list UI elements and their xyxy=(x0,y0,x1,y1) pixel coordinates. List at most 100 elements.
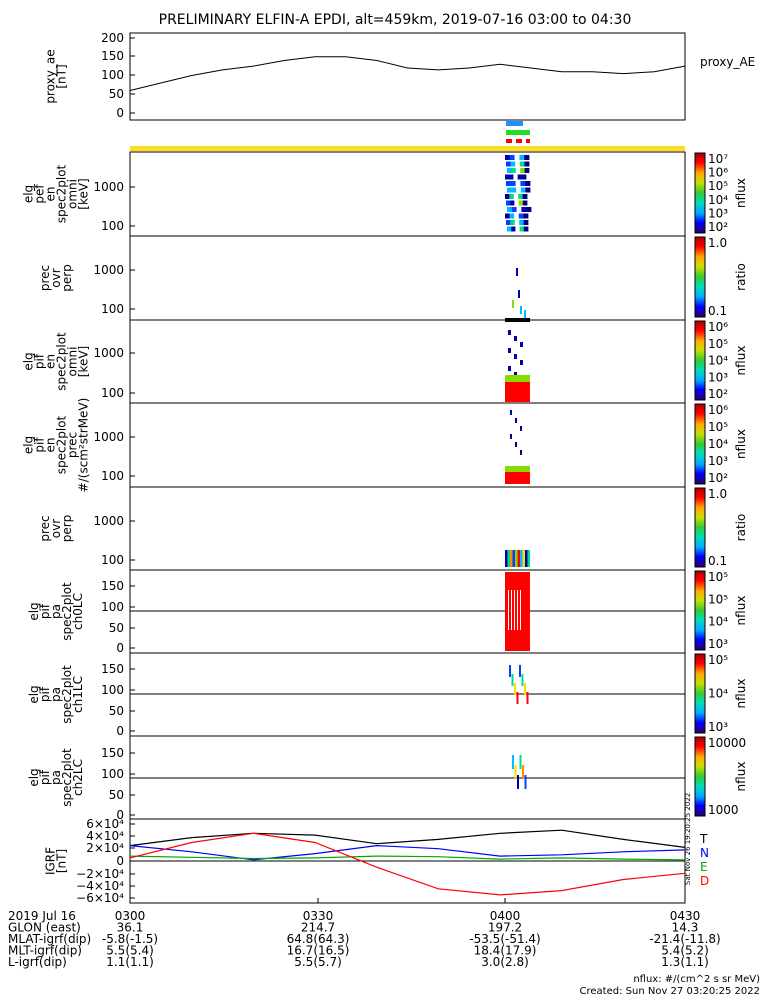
pif-speck xyxy=(514,372,517,377)
ephem-value: 197.2 xyxy=(488,921,522,935)
coverage-bar xyxy=(130,146,685,151)
pef-spectrum-cell xyxy=(509,174,514,180)
ch0lc-gap xyxy=(520,590,521,630)
colorbar-tick: 10⁶ xyxy=(708,403,728,417)
ylabel-panel-3: omni xyxy=(66,347,80,377)
ytick-label: 0 xyxy=(116,854,124,868)
panel-frame-2 xyxy=(129,235,686,321)
ytick-label: 2×10⁴ xyxy=(86,841,124,855)
pef-spectrum-cell xyxy=(518,200,524,206)
legend-T: T xyxy=(699,832,708,846)
prec-speck xyxy=(520,426,522,431)
ylabel-panel-4: #/(scm²strMeV) xyxy=(77,398,91,493)
ylabel-panel-1: pef xyxy=(33,184,47,204)
flag-red-2 xyxy=(516,139,522,143)
pef-spectrum-cell xyxy=(510,161,516,167)
colorbar-tick: 1000 xyxy=(708,803,739,817)
colorbar-label: nflux xyxy=(734,596,748,626)
pef-spectrum-cell xyxy=(519,226,525,232)
ytick-label: −6×10⁴ xyxy=(76,891,124,905)
pef-spectrum-cell xyxy=(513,194,519,199)
pef-spectrum-cell xyxy=(516,207,522,212)
ylabel-panel-9: [nT] xyxy=(55,849,69,873)
colorbar-tick: 1.0 xyxy=(708,487,727,501)
pif-speck xyxy=(508,366,511,371)
ch1lc-bar xyxy=(514,683,516,695)
ylabel-panel-4: spec2plot xyxy=(55,415,69,474)
colorbar-label: nflux xyxy=(734,429,748,459)
pef-spectrum-cell xyxy=(525,187,531,193)
colorbar-label: ratio xyxy=(734,263,748,291)
ephem-value: 0430 xyxy=(670,909,701,923)
pef-spectrum-cell xyxy=(506,220,511,225)
ylabel-panel-0: proxy_ae xyxy=(44,49,58,103)
igrf-line-T xyxy=(129,829,686,848)
igrf-line-E xyxy=(129,855,686,861)
ytick-label: 0 xyxy=(116,724,124,738)
pif-speck xyxy=(508,348,511,353)
prec-green-band xyxy=(505,466,530,472)
ylabel-panel-5: ovr xyxy=(49,519,63,538)
flag-red-1 xyxy=(506,139,512,143)
ephem-value: 214.7 xyxy=(301,921,335,935)
ylabel-panel-8: elg xyxy=(27,768,41,786)
colorbar-tick: 10⁴ xyxy=(708,354,728,368)
ephem-label: 2019 Jul 16 xyxy=(8,909,76,923)
igrf-line-N xyxy=(129,844,686,861)
ratio-bar xyxy=(510,550,513,567)
ylabel-panel-4: elg xyxy=(22,436,36,454)
proxy-ae-line xyxy=(129,56,686,91)
ylabel-panel-6: pa xyxy=(49,604,63,619)
ratio-speck xyxy=(512,300,514,308)
ephem-value: -53.5(-51.4) xyxy=(469,932,540,946)
pef-spectrum-cell xyxy=(514,220,520,225)
pef-spectrum-cell xyxy=(520,187,526,193)
fill-band xyxy=(505,318,530,322)
pef-spectrum-cell xyxy=(510,220,516,225)
ratio-bar xyxy=(512,550,515,567)
ylabel-panel-1: spec2plot xyxy=(55,164,69,223)
colorbar-tick: 10³ xyxy=(708,637,728,651)
ratio-speck xyxy=(520,306,522,314)
ephem-value: 64.8(64.3) xyxy=(287,932,350,946)
ylabel-panel-3: en xyxy=(44,354,58,369)
pef-spectrum-cell xyxy=(506,161,511,167)
flag-blue xyxy=(506,121,523,126)
ytick-label: 50 xyxy=(109,788,124,802)
right-label: proxy_AE xyxy=(700,55,755,69)
ch0lc-gap xyxy=(514,590,515,630)
ytick-label: 200 xyxy=(101,31,124,45)
ylabel-panel-5: perp xyxy=(60,515,74,543)
ratio-bar xyxy=(522,550,525,567)
ylabel-panel-2: prec xyxy=(38,265,52,291)
colorbar-tick: 10⁷ xyxy=(708,152,728,166)
ephem-value: 5.5(5.7) xyxy=(294,955,342,969)
ytick-label: 100 xyxy=(101,219,124,233)
pef-spectrum-cell xyxy=(524,161,530,167)
ch2lc-bar xyxy=(517,775,519,789)
ratio-bar xyxy=(517,550,520,567)
pif-speck xyxy=(520,360,523,365)
ratio-bar xyxy=(525,550,528,567)
colorbar-7 xyxy=(694,653,706,734)
pef-spectrum-cell xyxy=(515,226,520,232)
ylabel-panel-9: IGRF xyxy=(44,847,58,875)
pef-spectrum-cell xyxy=(520,168,525,173)
pif-speck xyxy=(520,342,523,347)
pef-spectrum-cell xyxy=(525,181,531,186)
ch1lc-bar xyxy=(521,674,524,686)
ephem-value: 36.1 xyxy=(117,921,144,935)
pef-spectrum-cell xyxy=(517,174,523,180)
ch0lc-gap xyxy=(511,590,512,630)
ephem-value: 18.4(17.9) xyxy=(474,944,537,958)
colorbar-6 xyxy=(694,570,706,651)
pef-spectrum-cell xyxy=(526,207,532,212)
ytick-label: 50 xyxy=(109,87,124,101)
colorbar-tick: 10⁴ xyxy=(708,193,728,207)
pef-spectrum-cell xyxy=(513,174,518,180)
ylabel-panel-7: pa xyxy=(49,687,63,702)
pef-spectrum-cell xyxy=(511,226,516,232)
ratio-speck xyxy=(524,310,526,318)
ephem-value: 0400 xyxy=(490,909,521,923)
ch1lc-bar xyxy=(519,665,521,677)
